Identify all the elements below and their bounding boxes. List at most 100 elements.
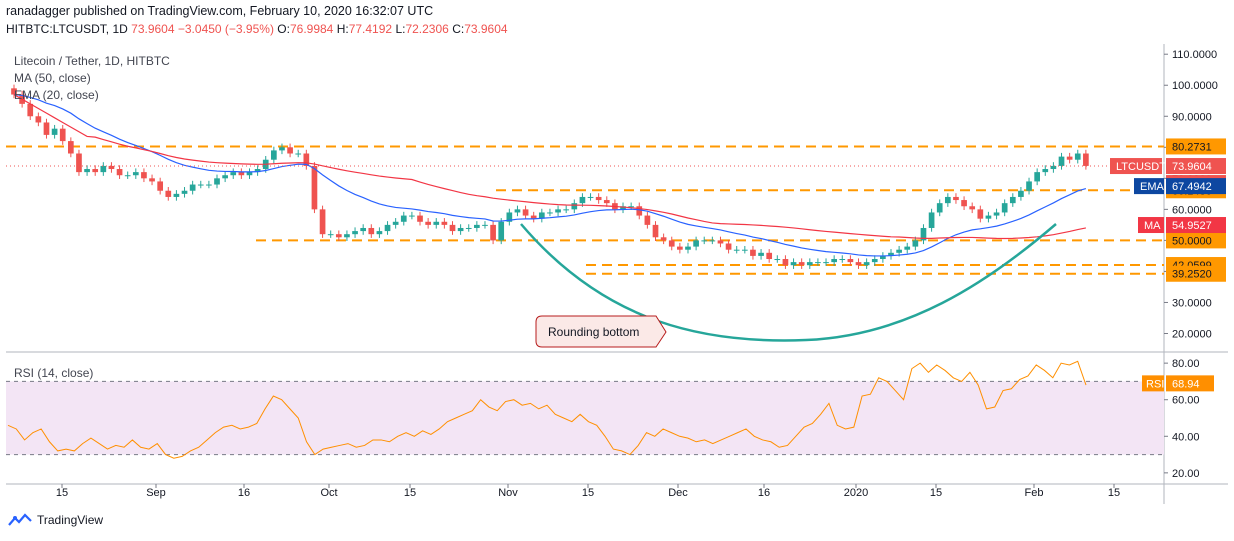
candle-body: [782, 259, 789, 266]
annotation-box: [535, 315, 667, 348]
x-tick-label: 15: [930, 487, 942, 499]
candle-body: [173, 193, 180, 197]
candle-body: [189, 184, 196, 191]
ema-name-tag-box: [1134, 178, 1164, 195]
candle-body: [108, 165, 115, 170]
candle-body: [798, 262, 805, 266]
x-tick-label: Feb: [1025, 487, 1044, 499]
x-tick-label: 15: [404, 487, 416, 499]
candle-body: [400, 215, 407, 222]
candle-body: [595, 196, 602, 201]
candle-body: [457, 227, 464, 232]
candle-body: [1026, 181, 1032, 191]
candle-body: [279, 147, 285, 151]
legend-rsi: RSI (14, close): [14, 366, 94, 380]
candle-body: [709, 240, 716, 242]
x-tick-label: 15: [1108, 487, 1120, 499]
price-tick-label: 60.0000: [1172, 204, 1212, 216]
chart-svg[interactable]: 20.000030.000040.000050.000060.000070.00…: [6, 44, 1228, 510]
x-tick-label: 15: [582, 487, 594, 499]
rsi-name-tag-box: [1142, 375, 1164, 392]
symbol-label: HITBTC:LTCUSDT, 1D: [6, 22, 128, 36]
candle-body: [352, 231, 358, 235]
last-price-tag-box: [1166, 158, 1226, 175]
price-tick-label: 20.0000: [1172, 328, 1212, 340]
ema-line: [13, 93, 1087, 257]
candle-body: [1066, 156, 1073, 160]
candle-body: [59, 128, 66, 142]
candle-body: [896, 249, 902, 253]
ma-tag-box: [1166, 217, 1226, 234]
candle-body: [92, 169, 99, 173]
symbol-line: HITBTC:LTCUSDT, 1D 73.9604 −3.0450 (−3.9…: [6, 22, 508, 36]
candle-body: [815, 262, 821, 264]
candle-body: [1018, 190, 1024, 197]
candle-body: [344, 234, 350, 238]
rsi-value-tag-label: 68.94: [1172, 378, 1200, 390]
level-tag-label: 39.2520: [1172, 269, 1212, 281]
chart-frame[interactable]: 20.000030.000040.000050.000060.000070.00…: [6, 44, 1228, 515]
candle-body: [652, 224, 659, 238]
candle-body: [547, 212, 553, 214]
candle-body: [677, 246, 683, 250]
candle-body: [319, 209, 326, 235]
candle-body: [725, 243, 732, 250]
candle-body: [230, 172, 237, 176]
annotation-callout: Rounding bottom: [535, 315, 667, 348]
candle-body: [620, 206, 626, 210]
candle-body: [628, 206, 634, 208]
candle-body: [961, 200, 967, 207]
candle-body: [693, 240, 699, 247]
candle-body: [100, 165, 107, 173]
candle-body: [977, 209, 984, 219]
candle-body: [969, 206, 976, 210]
low-label: L:: [395, 22, 406, 36]
candle-body: [11, 88, 17, 95]
candle-body: [141, 172, 147, 179]
candle-body: [936, 203, 943, 213]
x-tick-label: 2020: [844, 487, 868, 499]
candle-body: [465, 227, 472, 229]
candle-body: [222, 175, 228, 179]
x-tick-label: Oct: [320, 487, 337, 499]
candle-body: [360, 227, 367, 232]
candle-body: [636, 206, 643, 216]
publisher-text: ranadagger published on TradingView.com,…: [6, 4, 434, 18]
price-tick-label: 100.0000: [1172, 80, 1218, 92]
ma-name-tag-label: MA: [1144, 220, 1161, 232]
legend-ema: EMA (20, close): [14, 88, 99, 102]
x-tick-label: Sep: [146, 487, 166, 499]
rsi-tick-label: 40.00: [1172, 431, 1200, 443]
candle-body: [246, 172, 253, 176]
candle-body: [287, 147, 293, 154]
rsi-tick-label: 20.00: [1172, 468, 1200, 480]
candle-body: [206, 184, 212, 186]
open-label: O:: [277, 22, 290, 36]
candle-body: [806, 262, 813, 266]
candle-body: [417, 215, 423, 222]
candle-body: [214, 178, 220, 185]
candle-body: [888, 252, 894, 256]
level-tag-label: 50.0000: [1172, 235, 1212, 247]
candle-body: [1058, 156, 1065, 166]
footer-brand[interactable]: TradingView: [8, 513, 103, 527]
candle-body: [587, 196, 594, 198]
candle-body: [530, 215, 537, 219]
candle-body: [904, 246, 911, 250]
candle-body: [701, 240, 708, 242]
level-tag-box: [1166, 138, 1226, 155]
close-value: 73.9604: [464, 22, 508, 36]
candle-body: [563, 209, 570, 211]
close-label: C:: [452, 22, 465, 36]
candle-body: [863, 262, 870, 266]
candle-body: [1050, 165, 1057, 170]
legend-ma: MA (50, close): [14, 71, 91, 85]
candle-body: [132, 172, 139, 176]
candle-body: [35, 116, 42, 123]
x-tick-label: Dec: [668, 487, 688, 499]
price-tick-label: 30.0000: [1172, 297, 1212, 309]
candle-body: [928, 212, 935, 228]
candle-body: [847, 259, 854, 263]
candle-body: [993, 212, 1000, 216]
candle-body: [660, 237, 667, 241]
